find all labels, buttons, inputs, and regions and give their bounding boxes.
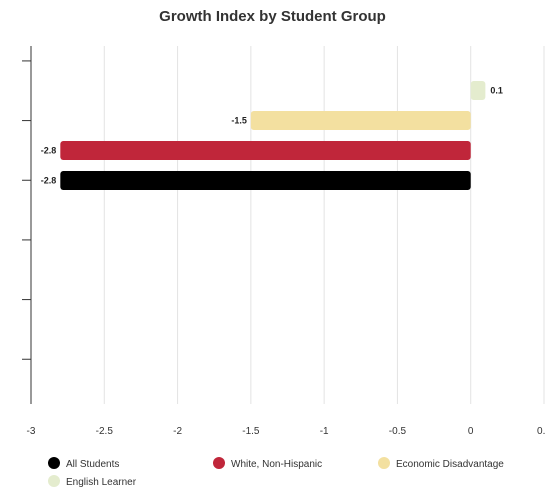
bar	[60, 171, 471, 190]
data-label: 0.1	[490, 86, 503, 96]
data-labels: -2.8 -2.8 -1.5 0.1	[41, 86, 503, 186]
bar	[470, 81, 486, 100]
legend-label: All Students	[66, 459, 119, 470]
x-axis-ticks: -3 -2.5 -2 -1.5 -1 -0.5 0 0.5	[27, 426, 545, 437]
legend-label: Economic Disadvantage	[396, 459, 504, 470]
x-tick-label: -0.5	[389, 426, 407, 437]
x-tick-label: -2	[173, 426, 182, 437]
bars	[60, 81, 486, 190]
legend-marker	[213, 457, 225, 469]
x-tick-label: 0.5	[537, 426, 545, 437]
legend-marker	[378, 457, 390, 469]
x-tick-label: -2.5	[96, 426, 114, 437]
legend-marker	[48, 475, 60, 487]
x-tick-label: -1	[320, 426, 329, 437]
x-tick-label: -3	[27, 426, 36, 437]
grid-lines	[103, 46, 545, 404]
x-tick-label: -1.5	[242, 426, 260, 437]
x-tick-label: 0	[468, 426, 474, 437]
chart-title: Growth Index by Student Group	[159, 8, 386, 25]
legend: All Students White, Non-Hispanic Economic …	[48, 457, 504, 488]
legend-marker	[48, 457, 60, 469]
data-label: -2.8	[41, 176, 57, 186]
bar	[250, 111, 471, 130]
legend-label: English Learner	[66, 477, 137, 488]
data-label: -2.8	[41, 146, 57, 156]
data-label: -1.5	[231, 116, 247, 126]
legend-label: White, Non-Hispanic	[231, 459, 322, 470]
y-axis	[22, 46, 32, 404]
bar	[60, 141, 471, 160]
